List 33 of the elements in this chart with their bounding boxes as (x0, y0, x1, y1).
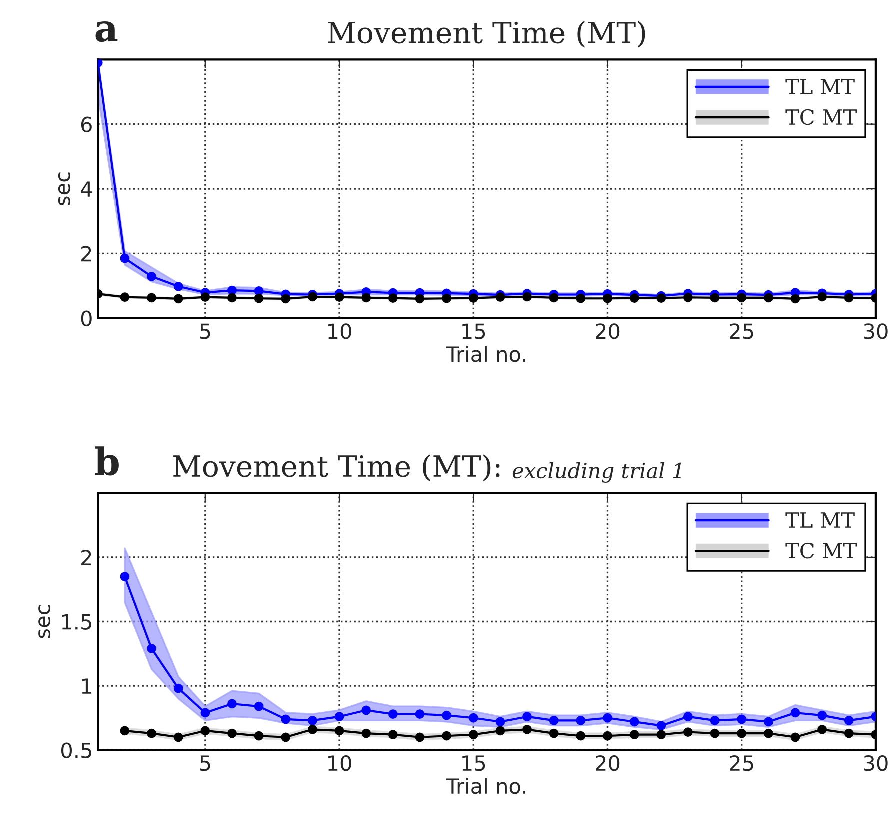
x-tick-label: 5 (200, 324, 210, 340)
x-tick-label: 15 (462, 324, 486, 340)
x-tick-label: 30 (864, 755, 888, 772)
y-axis-title: sec (58, 172, 70, 206)
y-tick-label: 0.5 (62, 742, 92, 758)
x-tick-label: 25 (730, 755, 754, 772)
text: b (95, 446, 119, 476)
x-tick-label: 5 (200, 756, 210, 772)
chart-subtitle: excluding trial 1 (512, 462, 682, 483)
text: a (96, 22, 118, 42)
y-tick-label: 1.5 (62, 614, 92, 630)
x-axis-title: Trial no. (446, 778, 526, 794)
y-tick-label: 2 (82, 550, 92, 566)
x-tick-label: 20 (596, 324, 620, 340)
legend-label: TC MT (786, 109, 857, 126)
legend-label: TC MT (786, 542, 857, 559)
x-tick-label: 15 (462, 756, 486, 772)
legend-label: TL MT (786, 512, 855, 528)
y-axis-title: sec (38, 605, 51, 638)
chart-title: Movement Time (MT) (328, 21, 646, 48)
x-tick-label: 10 (328, 324, 352, 340)
y-tick-label: 2 (82, 246, 92, 262)
x-tick-label: 30 (864, 324, 888, 340)
x-tick-label: 20 (596, 755, 620, 772)
x-axis-title: Trial no. (446, 346, 526, 362)
y-tick-label: 0 (81, 310, 92, 327)
y-tick-label: 4 (81, 182, 92, 197)
y-tick-label: 1 (82, 678, 92, 694)
chart-title: Movement Time (MT): (173, 454, 500, 482)
x-tick-label: 10 (328, 755, 352, 772)
x-tick-label: 25 (730, 324, 754, 340)
y-tick-label: 6 (81, 116, 92, 133)
legend-label: TL MT (786, 79, 855, 94)
